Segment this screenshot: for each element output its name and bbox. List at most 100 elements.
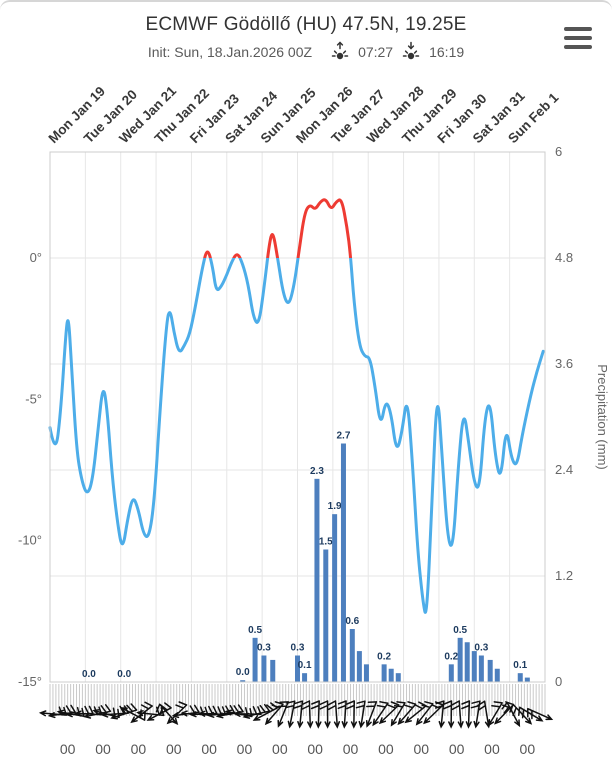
precip-bar [261, 655, 267, 682]
precip-value-label: 0.0 [117, 669, 131, 680]
wind-barb [434, 700, 445, 729]
wind-barb [355, 700, 366, 729]
hour-label: 00 [343, 741, 359, 757]
temp-tick-label: 0° [30, 250, 42, 265]
sunrise-time: 07:27 [358, 44, 394, 60]
precip-bar [302, 673, 308, 682]
sunrise-icon [329, 41, 351, 63]
precip-bar [494, 668, 500, 682]
precip-value-label: 0.5 [248, 625, 262, 636]
wind-barb [346, 700, 358, 729]
wind-barb [136, 706, 165, 717]
precip-bar [457, 637, 463, 682]
precip-value-label: 0.0 [82, 669, 96, 680]
wind-barb [120, 707, 146, 721]
wind-barb [337, 700, 348, 729]
wind-barb [443, 700, 455, 729]
sunset-time: 16:19 [429, 44, 465, 60]
wind-barb [242, 703, 271, 719]
wind-barb [423, 701, 444, 725]
precip-value-label: 1.5 [319, 537, 333, 548]
wind-barb [494, 701, 515, 725]
wind-barb [252, 702, 278, 721]
temp-tick-label: -15° [18, 674, 42, 689]
hour-label: 00 [60, 741, 76, 757]
precip-tick-label: 3.6 [555, 356, 573, 371]
precip-value-label: 0.6 [345, 616, 359, 627]
precip-bar [252, 637, 258, 682]
precip-value-label: 0.2 [377, 651, 391, 662]
wind-barb [319, 700, 331, 729]
precip-value-label: 1.9 [328, 501, 342, 512]
hour-label: 00 [413, 741, 429, 757]
hour-label: 00 [166, 741, 182, 757]
hour-label: 00 [378, 741, 394, 757]
precip-axis-title: Precipitation (mm) [595, 364, 610, 469]
wind-barb [301, 700, 314, 729]
hamburger-bar [564, 45, 592, 49]
precip-tick-label: 0 [555, 674, 562, 689]
wind-barb [277, 701, 289, 728]
precip-bar [332, 514, 338, 682]
plot-border [49, 151, 546, 683]
wind-barb [415, 701, 434, 726]
wind-barb [390, 701, 406, 727]
temp-tick-label: -5° [25, 391, 42, 406]
precip-tick-label: 4.8 [555, 250, 573, 265]
hour-label: 00 [449, 741, 465, 757]
precip-bar [323, 549, 329, 682]
precip-tick-label: 6 [555, 144, 562, 159]
precip-value-label: 2.3 [310, 466, 324, 477]
temp-tick-label: -10° [18, 533, 42, 548]
precip-value-label: 0.3 [291, 643, 305, 654]
precip-bar [478, 655, 484, 682]
precip-bar [448, 664, 454, 682]
hour-label: 00 [307, 741, 323, 757]
meteogram-svg: 0.0 0.0 0.0 0.5 0.3 0.3 0.1 2.3 1.5 1.9 2.7 0.6 0.2 0… [18, 83, 610, 757]
wind-barb [509, 703, 533, 725]
wind-barb [285, 700, 296, 729]
wind-barb [470, 700, 481, 729]
wind-barb [477, 700, 491, 729]
precip-bar [356, 651, 362, 682]
precip-bar [487, 659, 493, 682]
precip-bar [464, 642, 470, 682]
temperature-line [48, 258, 545, 614]
wind-barb [404, 701, 427, 724]
precip-value-label: 0.1 [298, 660, 312, 671]
wind-barb [155, 703, 179, 726]
wind-barb [518, 706, 544, 722]
wind-barb [372, 701, 389, 727]
precip-bar [340, 443, 346, 682]
precip-value-label: 0.3 [257, 643, 271, 654]
wind-barb [293, 700, 304, 729]
wind-barb [378, 701, 400, 725]
precip-bar [388, 668, 394, 682]
precip-bar [314, 478, 320, 682]
hour-label: 00 [272, 741, 288, 757]
precip-tick-label: 1.2 [555, 568, 573, 583]
hour-label: 00 [201, 741, 217, 757]
wind-barb [487, 701, 503, 727]
precip-bar [349, 629, 355, 682]
hour-label: 00 [484, 741, 500, 757]
hour-label: 00 [520, 741, 536, 757]
precip-value-label: 0.2 [444, 651, 458, 662]
wind-barb [327, 700, 341, 729]
precip-bar [395, 673, 401, 682]
precip-value-label: 2.7 [337, 431, 351, 442]
precip-bar [517, 673, 523, 682]
wind-barb [110, 703, 138, 720]
precip-value-label: 0.1 [513, 660, 527, 671]
hour-label: 00 [237, 741, 253, 757]
chart-title: ECMWF Gödöllő (HU) 47.5N, 19.25E [145, 14, 467, 35]
precip-bar [471, 651, 477, 682]
hamburger-bar [564, 36, 592, 40]
precip-tick-label: 2.4 [555, 462, 573, 477]
chart-context-menu-button[interactable] [564, 27, 592, 49]
chart-subtitle: Init: Sun, 18.Jan.2026 00Z 07:27 [0, 41, 612, 63]
hamburger-bar [564, 27, 592, 31]
hour-label: 00 [131, 741, 147, 757]
wind-barb [264, 701, 284, 726]
